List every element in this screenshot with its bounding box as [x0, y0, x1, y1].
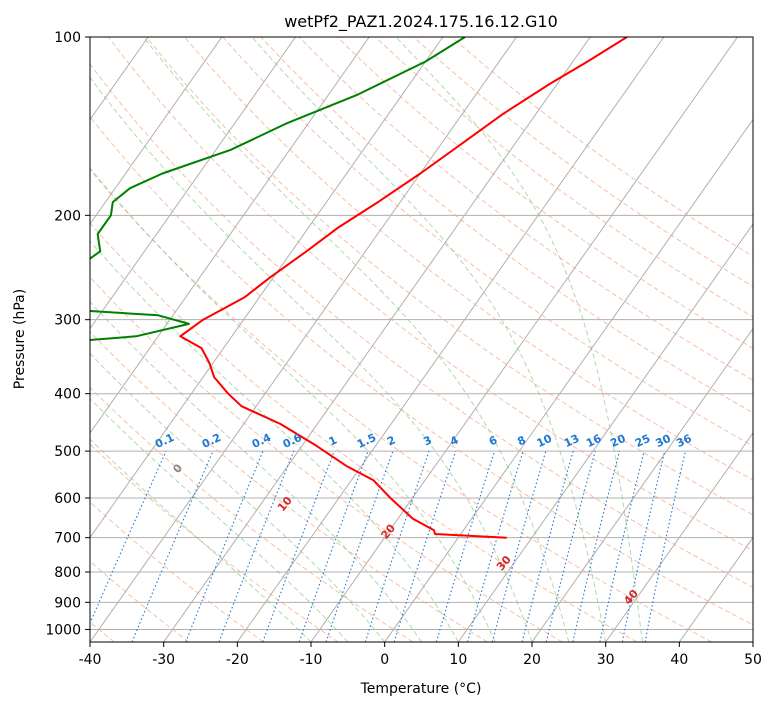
mixing-ratio-label: 30 — [654, 432, 674, 450]
moist-adiabats — [90, 37, 643, 642]
dry-adiabat — [90, 560, 190, 642]
plot-frame — [89, 36, 754, 643]
mixing-ratio-line — [466, 450, 524, 642]
y-axis-label: Pressure (hPa) — [12, 289, 28, 389]
isotherm — [90, 37, 223, 225]
isotherm — [678, 536, 753, 642]
moist-adiabat — [90, 167, 496, 642]
x-axis-label: Temperature (°C) — [360, 681, 482, 697]
y-tick-label: 1000 — [45, 622, 81, 638]
isotherm — [163, 37, 591, 642]
dry-adiabat — [90, 331, 488, 642]
dry-adiabats — [90, 37, 753, 642]
mixing-ratio-line — [218, 450, 295, 642]
moist-adiabat — [90, 301, 422, 642]
mixing-ratio-label: 25 — [633, 432, 652, 450]
moist-adiabat — [90, 240, 459, 642]
x-tick-label: 0 — [380, 652, 389, 668]
y-tick-label: 600 — [54, 491, 81, 507]
mixing-ratio-line — [435, 450, 496, 642]
isotherm — [605, 432, 753, 642]
x-tick-label: -20 — [226, 652, 249, 668]
mixing-ratio-line — [131, 450, 214, 642]
mixing-ratio-line — [599, 450, 645, 642]
isotherm — [310, 37, 738, 642]
moist-adiabat — [395, 37, 643, 642]
mixing-ratio-line — [572, 450, 621, 642]
temperature-profile-line — [179, 37, 628, 539]
moist-adiabat — [90, 352, 386, 642]
dry-adiabat — [90, 276, 563, 642]
isotherm — [236, 37, 665, 642]
isotherm — [90, 37, 296, 330]
mixing-ratio-line — [262, 450, 335, 642]
pressure-gridlines — [90, 37, 753, 630]
dry-adiabat — [90, 386, 414, 642]
dry-adiabat — [184, 37, 753, 481]
mixing-ratio-label: 36 — [674, 432, 694, 450]
isotherm — [90, 37, 444, 539]
x-tick-label: 30 — [597, 652, 615, 668]
y-tick-label: 700 — [54, 531, 81, 547]
dry-adiabat — [336, 37, 753, 349]
mixing-ratio-line — [90, 450, 167, 625]
mixing-ratio-line — [298, 450, 369, 642]
dewpoint-profile-line — [90, 37, 466, 341]
isotherms — [90, 37, 753, 642]
mixing-ratio-line — [491, 450, 547, 642]
y-tick-label: 500 — [54, 444, 81, 460]
x-tick-label: 10 — [449, 652, 467, 668]
dry-adiabat — [298, 37, 753, 381]
isotherm — [90, 37, 370, 434]
mixing-ratio-line — [364, 450, 430, 642]
mixing-ratio-line — [185, 450, 264, 642]
mixing-ratio-lines — [90, 450, 687, 642]
plot-area: 0.10.20.40.611.52346810131620253036-100-… — [90, 37, 753, 642]
mixing-ratio-label: 13 — [562, 432, 581, 450]
x-tick-label: -40 — [79, 652, 102, 668]
y-tick-label: 400 — [54, 387, 81, 403]
x-tick-label: 40 — [670, 652, 688, 668]
isotherm — [90, 37, 517, 642]
mixing-ratio-label: 10 — [535, 432, 555, 450]
isotherm — [384, 118, 753, 642]
mixing-ratio-line — [521, 450, 574, 642]
mixing-ratio-line — [393, 450, 457, 642]
y-tick-label: 800 — [54, 565, 81, 581]
profile-series — [90, 37, 628, 539]
moist-adiabat — [251, 37, 607, 642]
chart-title: wetPf2_PAZ1.2024.175.16.12.G10 — [284, 12, 558, 32]
x-tick-label: -30 — [152, 652, 175, 668]
mixing-ratio-line — [325, 450, 394, 642]
mixing-ratio-label: 20 — [608, 432, 628, 450]
moist-adiabat — [90, 76, 533, 642]
isotherm — [531, 327, 753, 642]
dry-adiabat — [90, 115, 753, 626]
y-tick-label: 900 — [54, 595, 81, 611]
dry-adiabat — [90, 168, 712, 642]
isotherm — [457, 223, 753, 642]
moist-adiabat — [90, 438, 312, 642]
moist-adiabat — [143, 37, 570, 642]
x-tick-label: 50 — [744, 652, 762, 668]
dry-adiabat — [260, 37, 753, 414]
y-tick-label: 100 — [54, 30, 81, 46]
mixing-ratio-line — [621, 450, 666, 642]
x-tick-label: -10 — [300, 652, 323, 668]
x-axis-ticks: -40 -30 -20 -10 0 10 20 30 40 50 — [79, 642, 762, 668]
y-axis-ticks: 100 200 300 400 500 600 700 800 900 1000 — [45, 30, 90, 638]
mixing-ratio-line — [545, 450, 596, 642]
x-tick-label: 20 — [523, 652, 541, 668]
dry-adiabat — [146, 37, 753, 516]
dry-adiabat — [90, 63, 753, 588]
dry-adiabat — [90, 222, 638, 642]
y-tick-label: 300 — [54, 313, 81, 329]
mixing-ratio-label: 16 — [584, 432, 604, 450]
moist-adiabat — [90, 397, 349, 642]
y-tick-label: 200 — [54, 208, 81, 224]
